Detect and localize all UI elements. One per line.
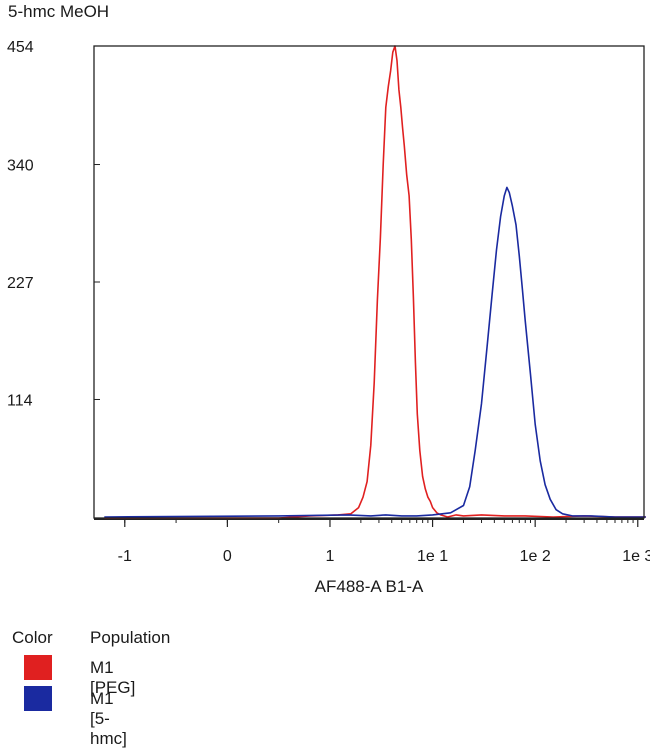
- series-line-0: [104, 45, 646, 519]
- histogram-chart: 114 227 340 454 -1 0 1 1e 1 1e 2 1e 3 AF488-A B1…: [7, 39, 650, 596]
- y-tick-label: 454: [7, 39, 34, 56]
- x-tick-label: 1: [326, 548, 335, 565]
- x-tick-label: 1e 3: [622, 548, 650, 565]
- y-axis: 114 227 340 454: [7, 39, 100, 409]
- y-tick-label: 340: [7, 158, 34, 175]
- legend-population-header: Population: [90, 628, 171, 647]
- y-tick-label: 114: [7, 392, 33, 409]
- legend-color-header: Color: [12, 628, 53, 647]
- x-axis: -1 0 1 1e 1 1e 2 1e 3: [94, 518, 650, 565]
- series-layer: [104, 45, 646, 519]
- x-tick-label: 1e 2: [520, 548, 551, 565]
- plot-frame: [93, 45, 645, 519]
- chart-title: 5-hmc MeOH: [8, 2, 110, 21]
- x-tick-label: 1e 1: [417, 548, 448, 565]
- legend-swatch-peg: [24, 655, 52, 680]
- x-tick-label: -1: [118, 548, 132, 565]
- legend-label-5hmc: M1 [5-hmc]: [90, 689, 127, 748]
- series-line-1: [104, 186, 646, 518]
- x-tick-label: 0: [223, 548, 232, 565]
- legend-label-peg: M1 [PEG]: [90, 658, 136, 697]
- x-axis-label: AF488-A B1-A: [315, 577, 424, 596]
- y-tick-label: 227: [7, 275, 34, 292]
- legend-swatch-5hmc: [24, 686, 52, 711]
